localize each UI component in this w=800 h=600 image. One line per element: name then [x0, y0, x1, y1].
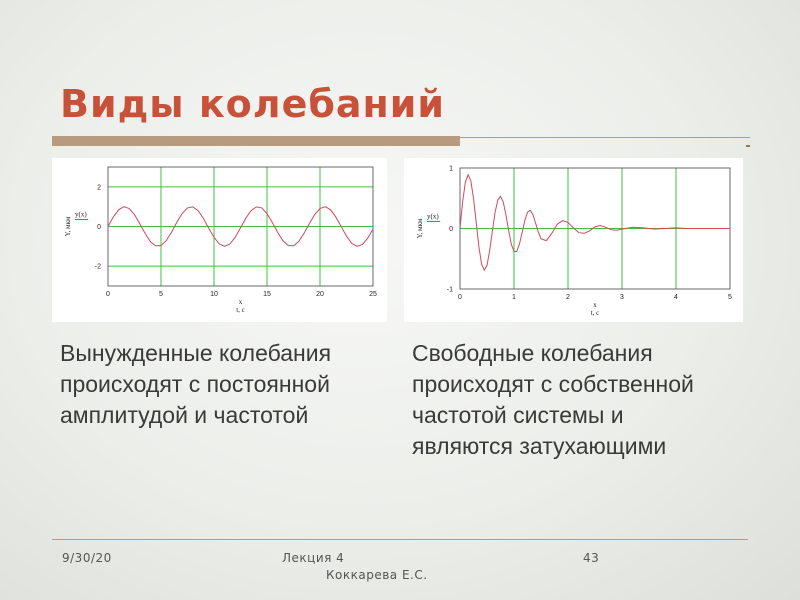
y-tick-label: 2: [97, 184, 101, 191]
forced-oscillation-chart: 0 5 10 15 20 25 -2 0 2 x t, с Y, мкм y(x): [52, 158, 387, 322]
x-tick-label: 15: [263, 291, 271, 298]
x-axis-label-var: x: [239, 298, 243, 306]
series-line-y-x: [459, 173, 730, 272]
x-tick-label: 20: [316, 291, 324, 298]
series-line-y-x: [107, 206, 374, 247]
slide-title: Виды колебаний: [60, 82, 446, 126]
caption-line: происходят с собственной: [412, 371, 694, 397]
y-axis-label: Y, мкм: [64, 216, 72, 236]
slide-number: 43: [583, 551, 600, 565]
x-axis-label: t, с: [236, 306, 245, 314]
damped-oscillation-chart: 0 1 2 3 4 5 -1 0 1 x t, с Y, мкм y(x): [404, 158, 743, 322]
free-oscillation-caption: Свободные колебания происходят с собстве…: [412, 338, 752, 462]
caption-line: Свободные колебания: [412, 340, 653, 366]
y-tick-label: 0: [449, 226, 453, 233]
x-tick-label: 5: [728, 294, 732, 301]
caption-line: являются затухающими: [412, 433, 667, 459]
footer-lecture: Лекция 4: [282, 551, 345, 565]
y-axis-label: Y, мкм: [416, 218, 424, 238]
x-axis-label-var: x: [593, 301, 597, 309]
caption-line: амплитудой и частотой: [60, 402, 309, 428]
caption-line: происходят с постоянной: [60, 371, 330, 397]
x-tick-label: 1: [512, 294, 516, 301]
y-tick-label: 1: [449, 166, 453, 173]
y-tick-label: -2: [95, 264, 101, 271]
forced-oscillation-caption: Вынужденные колебания происходят с посто…: [60, 338, 390, 431]
legend-label: y(x): [427, 213, 439, 221]
footer-author: Коккарева Е.С.: [326, 568, 428, 582]
footer-divider: [52, 539, 748, 540]
legend-label: y(x): [75, 211, 87, 219]
x-tick-label: 10: [210, 291, 218, 298]
x-tick-label: 4: [674, 294, 678, 301]
x-tick-label: 25: [369, 291, 377, 298]
footer-date: 9/30/20: [62, 551, 112, 565]
x-tick-label: 5: [159, 291, 163, 298]
x-tick-label: 3: [620, 294, 624, 301]
x-tick-label: 0: [458, 294, 462, 301]
title-underline-tick: [746, 145, 750, 147]
y-tick-label: 0: [97, 224, 101, 231]
x-axis-label: t, с: [591, 309, 600, 317]
caption-line: Вынужденные колебания: [60, 340, 332, 366]
x-tick-label: 2: [566, 294, 570, 301]
caption-line: частотой системы и: [412, 402, 624, 428]
y-tick-label: -1: [447, 287, 453, 294]
x-tick-label: 0: [106, 291, 110, 298]
title-underline-thick: [52, 136, 460, 146]
title-underline-thin: [460, 137, 750, 138]
